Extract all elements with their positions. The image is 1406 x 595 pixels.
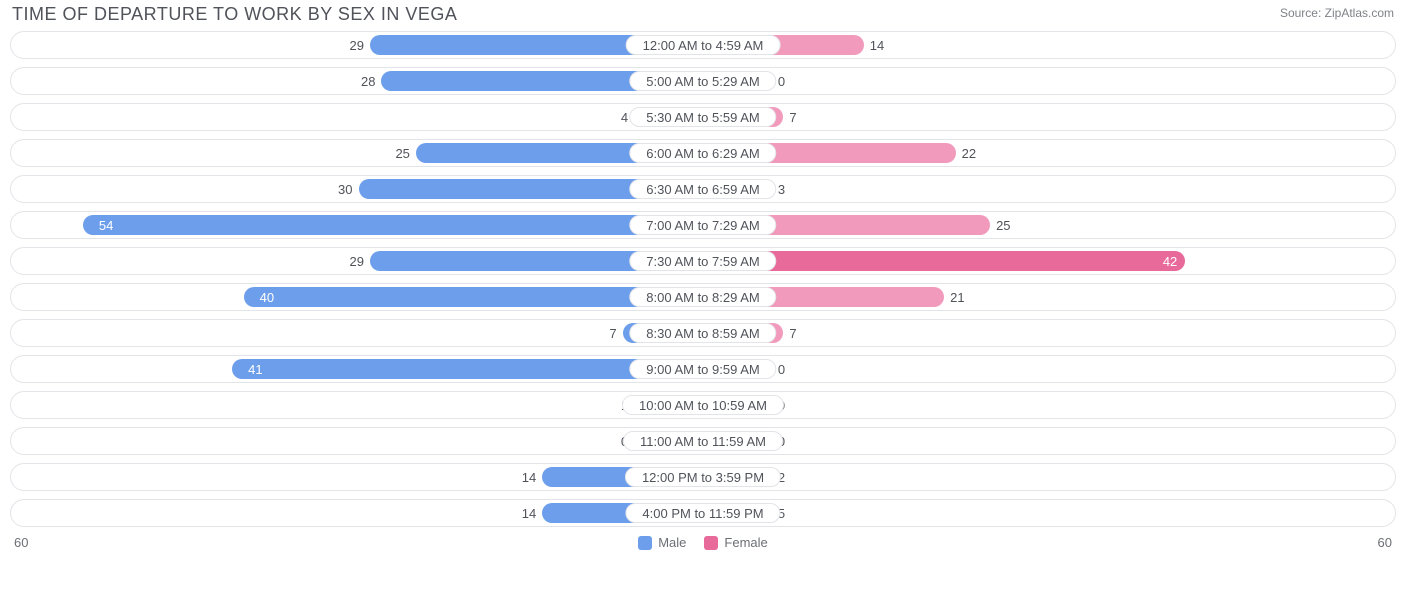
- female-value: 22: [956, 143, 976, 163]
- category-label: 5:00 AM to 5:29 AM: [629, 71, 776, 91]
- legend-female-label: Female: [724, 535, 767, 550]
- male-swatch: [638, 536, 652, 550]
- legend-male: Male: [638, 535, 686, 550]
- legend: Male Female: [638, 535, 768, 550]
- chart-row: 7 7 8:30 AM to 8:59 AM: [10, 319, 1396, 347]
- legend-female: Female: [704, 535, 767, 550]
- chart-row: 1454:00 PM to 11:59 PM: [10, 499, 1396, 527]
- category-label: 12:00 PM to 3:59 PM: [625, 467, 781, 487]
- category-label: 8:30 AM to 8:59 AM: [629, 323, 776, 343]
- chart-row: 54 25 7:00 AM to 7:29 AM: [10, 211, 1396, 239]
- female-value: 7: [783, 107, 796, 127]
- male-value: 54: [91, 215, 113, 235]
- male-value: 7: [609, 323, 622, 343]
- category-label: 6:30 AM to 6:59 AM: [629, 179, 776, 199]
- category-label: 12:00 AM to 4:59 AM: [626, 35, 781, 55]
- axis-right-max: 60: [1378, 535, 1392, 550]
- category-label: 5:30 AM to 5:59 AM: [629, 107, 776, 127]
- female-value: 14: [864, 35, 884, 55]
- chart-row: 29 14 12:00 AM to 4:59 AM: [10, 31, 1396, 59]
- category-label: 8:00 AM to 8:29 AM: [629, 287, 776, 307]
- category-label: 4:00 PM to 11:59 PM: [625, 503, 780, 523]
- category-label: 11:00 AM to 11:59 AM: [623, 431, 783, 451]
- female-value: 25: [990, 215, 1010, 235]
- chart-row: 0011:00 AM to 11:59 AM: [10, 427, 1396, 455]
- chart-row: 40 21 8:00 AM to 8:29 AM: [10, 283, 1396, 311]
- chart-row: 475:30 AM to 5:59 AM: [10, 103, 1396, 131]
- category-label: 7:00 AM to 7:29 AM: [629, 215, 776, 235]
- male-value: 28: [361, 71, 381, 91]
- female-value: 42: [1163, 251, 1177, 271]
- male-value: 41: [240, 359, 262, 379]
- chart-row: 25 22 6:00 AM to 6:29 AM: [10, 139, 1396, 167]
- chart-row: 2805:00 AM to 5:29 AM: [10, 67, 1396, 95]
- male-value: 14: [522, 467, 542, 487]
- category-label: 10:00 AM to 10:59 AM: [622, 395, 784, 415]
- chart-row: 4109:00 AM to 9:59 AM: [10, 355, 1396, 383]
- chart-row: 1010:00 AM to 10:59 AM: [10, 391, 1396, 419]
- male-value: 29: [350, 251, 370, 271]
- category-label: 6:00 AM to 6:29 AM: [629, 143, 776, 163]
- axis-left-max: 60: [14, 535, 28, 550]
- female-value: 21: [944, 287, 964, 307]
- male-bar: [83, 215, 703, 235]
- male-value: 14: [522, 503, 542, 523]
- chart-region: 29 14 12:00 AM to 4:59 AM 2805:00 AM to 5:2…: [0, 31, 1406, 527]
- female-value: 7: [783, 323, 796, 343]
- source-attribution: Source: ZipAtlas.com: [1280, 4, 1394, 20]
- category-label: 9:00 AM to 9:59 AM: [629, 359, 776, 379]
- chart-row: 3036:30 AM to 6:59 AM: [10, 175, 1396, 203]
- male-value: 25: [395, 143, 415, 163]
- category-label: 7:30 AM to 7:59 AM: [629, 251, 776, 271]
- legend-male-label: Male: [658, 535, 686, 550]
- female-swatch: [704, 536, 718, 550]
- chart-row: 14212:00 PM to 3:59 PM: [10, 463, 1396, 491]
- chart-title: TIME OF DEPARTURE TO WORK BY SEX IN VEGA: [12, 4, 457, 25]
- male-value: 29: [350, 35, 370, 55]
- male-value: 30: [338, 179, 358, 199]
- chart-row: 29 42 7:30 AM to 7:59 AM: [10, 247, 1396, 275]
- male-value: 40: [252, 287, 274, 307]
